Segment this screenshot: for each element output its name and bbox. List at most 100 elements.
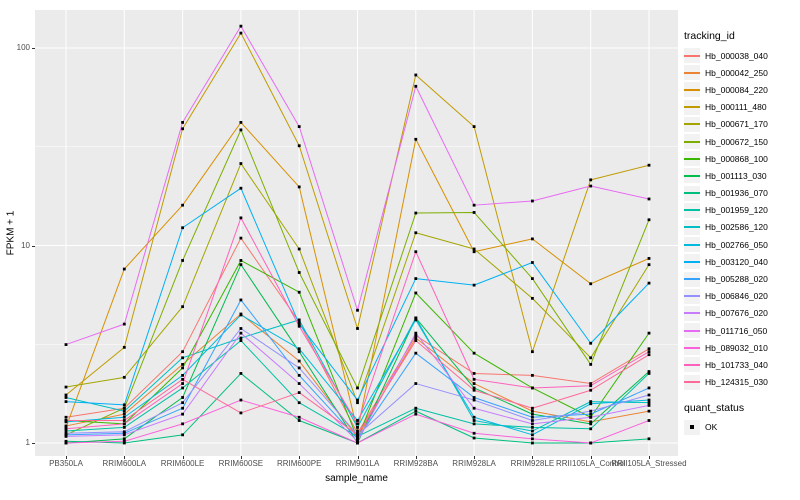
- data-point: [64, 385, 68, 389]
- data-point: [64, 400, 68, 404]
- legend-key-line-icon: [684, 48, 700, 64]
- data-point: [64, 439, 68, 443]
- legend-item: Hb_101733_040: [684, 356, 798, 373]
- data-point: [472, 211, 476, 214]
- chart-canvas: [35, 10, 678, 456]
- legend-key-line-icon: [684, 168, 700, 184]
- x-tick-label: RRII105LA_Stressed: [611, 459, 687, 468]
- legend-key-line-icon: [684, 305, 700, 321]
- data-point: [589, 382, 593, 385]
- y-tick-mark: [32, 48, 35, 49]
- data-point: [122, 345, 126, 349]
- data-point: [356, 401, 359, 405]
- legend-label: Hb_001959_120: [705, 205, 768, 216]
- data-point: [64, 434, 68, 438]
- data-point: [472, 382, 476, 385]
- data-point: [181, 203, 184, 207]
- data-point: [122, 430, 126, 434]
- data-point: [647, 281, 651, 285]
- data-point: [181, 401, 184, 405]
- data-point: [647, 437, 651, 441]
- data-point: [472, 377, 476, 381]
- data-point: [297, 401, 301, 405]
- data-point: [122, 322, 126, 326]
- data-point: [647, 257, 651, 260]
- legend-label: Hb_002766_050: [705, 239, 768, 250]
- data-point: [239, 128, 243, 132]
- data-point: [297, 318, 301, 322]
- data-point: [647, 409, 651, 413]
- data-point: [64, 425, 68, 429]
- data-point: [647, 347, 651, 351]
- data-point: [356, 431, 359, 435]
- data-point: [472, 419, 476, 422]
- data-point: [472, 283, 476, 287]
- data-point: [589, 415, 593, 419]
- data-point: [531, 237, 534, 241]
- data-point: [531, 277, 534, 280]
- data-point: [472, 396, 476, 399]
- data-point: [181, 396, 184, 399]
- x-tick-mark: [590, 456, 592, 459]
- data-point: [589, 282, 593, 286]
- data-point: [122, 415, 126, 419]
- data-point: [647, 163, 651, 167]
- legend-label: Hb_000038_040: [705, 50, 768, 61]
- data-point: [64, 415, 68, 419]
- data-point: [414, 382, 418, 385]
- data-point: [239, 372, 243, 375]
- data-point: [589, 388, 593, 392]
- legend-key-line-icon: [684, 202, 700, 218]
- data-point: [297, 144, 301, 148]
- legend-key-line-icon: [684, 82, 700, 98]
- legend-label: Hb_000084_220: [705, 84, 768, 95]
- data-point: [239, 31, 243, 35]
- data-point: [414, 211, 418, 215]
- data-point: [356, 419, 359, 422]
- data-point: [472, 351, 476, 355]
- quant-status-items: OK: [684, 419, 798, 436]
- data-point: [239, 121, 243, 124]
- legend-key-line-icon: [684, 357, 700, 373]
- data-point: [239, 327, 243, 330]
- data-point: [181, 366, 184, 370]
- data-point: [414, 137, 418, 141]
- legend-item: Hb_001113_030: [684, 167, 798, 184]
- data-point: [647, 372, 651, 375]
- data-point: [64, 393, 68, 397]
- data-point: [414, 291, 418, 295]
- x-tick-label: RRIM600LA: [102, 459, 147, 468]
- data-point: [64, 396, 68, 399]
- data-point: [414, 351, 418, 355]
- data-point: [647, 350, 651, 354]
- data-point: [239, 236, 243, 240]
- data-point: [297, 373, 301, 377]
- data-point: [531, 386, 534, 390]
- data-point: [356, 439, 359, 443]
- data-point: [531, 412, 534, 416]
- data-point: [181, 386, 184, 390]
- legend-label: Hb_089032_010: [705, 342, 768, 353]
- data-point: [414, 84, 418, 88]
- legend-key-line-icon: [684, 116, 700, 132]
- legend-item: Hb_002766_050: [684, 236, 798, 253]
- legend-label: Hb_007676_020: [705, 308, 768, 319]
- data-point: [239, 216, 243, 220]
- legend-item: Hb_011716_050: [684, 322, 798, 339]
- legend-label: Hb_101733_040: [705, 359, 768, 370]
- data-point: [589, 400, 593, 404]
- data-point: [531, 422, 534, 426]
- legend-key-line-icon: [684, 185, 700, 201]
- x-tick-label: RRIM901LA: [335, 459, 380, 468]
- legend-label: Hb_000671_170: [705, 119, 768, 130]
- data-point: [122, 431, 126, 435]
- data-point: [297, 247, 301, 251]
- data-point: [356, 434, 359, 438]
- quant-status-item: OK: [684, 419, 798, 436]
- data-point: [297, 324, 301, 328]
- x-tick-label: RRII105LA_Control: [556, 459, 626, 468]
- legend-item: Hb_005288_020: [684, 270, 798, 287]
- data-point: [181, 373, 184, 377]
- data-point: [356, 398, 359, 402]
